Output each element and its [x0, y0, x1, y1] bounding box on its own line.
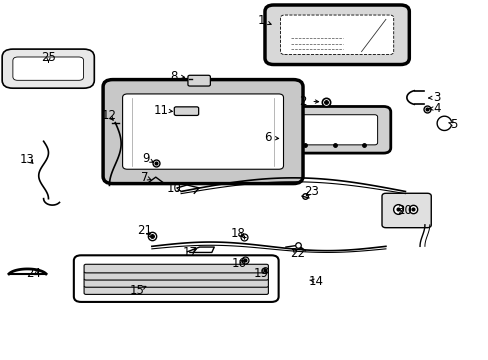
FancyBboxPatch shape	[84, 271, 268, 280]
FancyBboxPatch shape	[13, 57, 83, 80]
Text: 7: 7	[141, 171, 148, 184]
Text: 2: 2	[299, 95, 306, 108]
FancyBboxPatch shape	[187, 75, 210, 86]
Text: 8: 8	[170, 69, 178, 82]
FancyBboxPatch shape	[280, 15, 393, 54]
FancyBboxPatch shape	[381, 193, 430, 228]
Text: 15: 15	[129, 284, 144, 297]
Text: 12: 12	[101, 109, 116, 122]
Text: 10: 10	[166, 183, 181, 195]
Text: 3: 3	[432, 91, 440, 104]
Text: 16: 16	[232, 257, 246, 270]
Text: 9: 9	[142, 152, 149, 165]
FancyBboxPatch shape	[278, 107, 390, 153]
Text: 5: 5	[449, 118, 457, 131]
FancyBboxPatch shape	[174, 107, 198, 116]
Text: 4: 4	[432, 102, 440, 115]
Text: 13: 13	[20, 153, 35, 166]
FancyBboxPatch shape	[291, 115, 377, 145]
Text: 19: 19	[254, 267, 268, 280]
Text: 23: 23	[304, 185, 319, 198]
FancyBboxPatch shape	[122, 94, 283, 169]
FancyBboxPatch shape	[264, 5, 408, 64]
Text: 6: 6	[264, 131, 271, 144]
Text: 11: 11	[154, 104, 169, 117]
Text: 21: 21	[137, 224, 152, 237]
Text: 17: 17	[182, 246, 197, 259]
Text: 24: 24	[26, 267, 41, 280]
Text: 20: 20	[396, 204, 411, 217]
Text: 18: 18	[230, 226, 245, 239]
Text: 25: 25	[41, 51, 56, 64]
FancyBboxPatch shape	[103, 80, 303, 184]
FancyBboxPatch shape	[74, 255, 278, 302]
FancyBboxPatch shape	[84, 279, 268, 287]
Text: 14: 14	[308, 275, 324, 288]
FancyBboxPatch shape	[2, 49, 94, 88]
FancyBboxPatch shape	[84, 264, 268, 273]
Text: 1: 1	[257, 14, 265, 27]
FancyBboxPatch shape	[84, 286, 268, 294]
Text: 22: 22	[289, 247, 304, 260]
